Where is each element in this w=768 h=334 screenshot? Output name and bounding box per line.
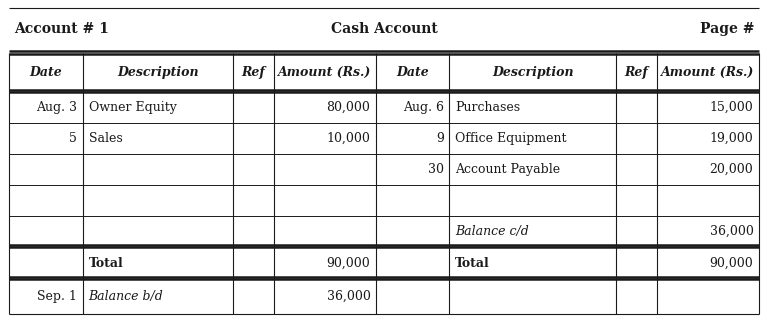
Text: Amount (Rs.): Amount (Rs.) (278, 66, 372, 79)
Text: Aug. 3: Aug. 3 (36, 101, 77, 114)
Text: Sales: Sales (88, 132, 122, 145)
Text: 20,000: 20,000 (710, 163, 753, 176)
Text: Account Payable: Account Payable (455, 163, 561, 176)
Text: 30: 30 (428, 163, 444, 176)
Text: Office Equipment: Office Equipment (455, 132, 567, 145)
Text: Total: Total (88, 257, 124, 270)
Text: Balance b/d: Balance b/d (88, 290, 164, 303)
Text: Cash Account: Cash Account (331, 22, 437, 36)
Text: Balance c/d: Balance c/d (455, 225, 529, 238)
Text: Date: Date (396, 66, 429, 79)
Text: 36,000: 36,000 (710, 225, 753, 238)
Text: Page #: Page # (700, 22, 754, 36)
Text: Ref: Ref (242, 66, 266, 79)
Text: Total: Total (455, 257, 490, 270)
Text: 19,000: 19,000 (710, 132, 753, 145)
Text: Sep. 1: Sep. 1 (38, 290, 77, 303)
Text: 90,000: 90,000 (326, 257, 370, 270)
Text: 9: 9 (436, 132, 444, 145)
Text: Date: Date (29, 66, 62, 79)
Text: Aug. 6: Aug. 6 (402, 101, 444, 114)
Text: Description: Description (492, 66, 574, 79)
Text: 10,000: 10,000 (326, 132, 370, 145)
Text: 80,000: 80,000 (326, 101, 370, 114)
Text: 5: 5 (69, 132, 77, 145)
Text: 36,000: 36,000 (326, 290, 370, 303)
Text: Account # 1: Account # 1 (14, 22, 109, 36)
Text: Description: Description (117, 66, 199, 79)
Text: Amount (Rs.): Amount (Rs.) (661, 66, 754, 79)
Text: 90,000: 90,000 (710, 257, 753, 270)
Text: Purchases: Purchases (455, 101, 521, 114)
Text: 15,000: 15,000 (710, 101, 753, 114)
Text: Ref: Ref (624, 66, 648, 79)
Text: Owner Equity: Owner Equity (88, 101, 177, 114)
